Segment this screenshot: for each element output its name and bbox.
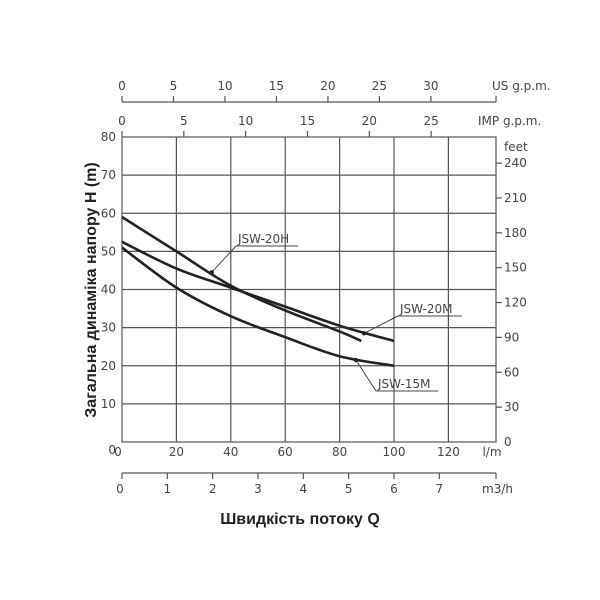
feet-tick-label: 180: [504, 226, 527, 240]
us-gpm-tick-label: 30: [423, 79, 438, 93]
feet-tick-label: 0: [504, 435, 512, 449]
y-tick-label: 60: [101, 206, 116, 220]
imp-gpm-tick-label: 0: [118, 114, 126, 128]
m3h-tick-label: 3: [254, 482, 262, 496]
series-label-arrowhead: [209, 270, 214, 275]
us-gpm-tick-label: 20: [320, 79, 335, 93]
axes: 0 20 40 60 80 100 120 l/m0102030405060708003060…: [101, 79, 551, 496]
grid: [121, 136, 497, 443]
feet-tick-label: 210: [504, 191, 527, 205]
m3h-unit-label: m3/h: [482, 482, 513, 496]
feet-tick-label: 90: [504, 330, 519, 344]
m3h-tick-label: 4: [300, 482, 308, 496]
m3h-tick-label: 1: [164, 482, 172, 496]
us-gpm-tick-label: 0: [118, 79, 126, 93]
x-unit-label: l/m: [482, 445, 501, 459]
x-tick-label: 60: [278, 445, 293, 459]
us-gpm-tick-label: 15: [269, 79, 284, 93]
us-gpm-tick-label: 10: [217, 79, 232, 93]
feet-tick-label: 240: [504, 156, 527, 170]
series-label-leader: [355, 359, 377, 392]
series-label-arrowhead: [361, 331, 367, 336]
imp-gpm-tick-label: 15: [300, 114, 315, 128]
y-axis-title: Загальна динаміка напору H (m): [83, 162, 100, 417]
series-label-jsw-15m: JSW-15M: [377, 377, 431, 391]
series-label-leader: [211, 245, 237, 273]
y-tick-label: 10: [101, 397, 116, 411]
y-tick-label: 30: [101, 321, 116, 335]
us-gpm-tick-label: 5: [170, 79, 178, 93]
y-tick-label: 40: [101, 283, 116, 297]
us-gpm-unit-label: US g.p.m.: [492, 79, 551, 93]
series-line-jsw-15m: [121, 246, 395, 368]
imp-gpm-tick-label: 20: [362, 114, 377, 128]
m3h-tick-label: 0: [116, 482, 124, 496]
feet-unit-label: feet: [504, 140, 528, 154]
series-label-leader: [363, 315, 399, 334]
x-tick-label: 100: [383, 445, 406, 459]
feet-tick-label: 150: [504, 261, 527, 275]
x-tick-label: 40: [223, 445, 238, 459]
imp-gpm-tick-label: 10: [238, 114, 253, 128]
x-tick-label: 120: [437, 445, 460, 459]
imp-gpm-tick-label: 25: [423, 114, 438, 128]
x-tick-label: 0: [114, 445, 122, 459]
feet-tick-label: 60: [504, 365, 519, 379]
series-group: JSW-20H JSW-20M JSW-15M: [121, 215, 462, 392]
imp-gpm-tick-label: 5: [180, 114, 188, 128]
x-tick-label: 80: [332, 445, 347, 459]
series-line-jsw-20m: [121, 240, 395, 343]
series-label-jsw-20h: JSW-20H: [237, 232, 289, 246]
y-tick-label: 20: [101, 359, 116, 373]
y-tick-label: 50: [101, 244, 116, 258]
series-label-arrowhead: [353, 357, 359, 363]
x-axis-title: Швидкість потоку Q: [220, 511, 380, 528]
y-tick-label: 80: [101, 130, 116, 144]
m3h-tick-label: 2: [209, 482, 217, 496]
feet-tick-label: 30: [504, 400, 519, 414]
m3h-tick-label: 5: [345, 482, 353, 496]
m3h-tick-label: 6: [390, 482, 398, 496]
series-label-jsw-20m: JSW-20M: [399, 302, 453, 316]
us-gpm-tick-label: 25: [372, 79, 387, 93]
y-tick-label: 0: [108, 443, 116, 457]
feet-tick-label: 120: [504, 296, 527, 310]
y-tick-label: 70: [101, 168, 116, 182]
imp-gpm-unit-label: IMP g.p.m.: [478, 114, 541, 128]
m3h-tick-label: 7: [436, 482, 444, 496]
x-tick-label: 20: [169, 445, 184, 459]
